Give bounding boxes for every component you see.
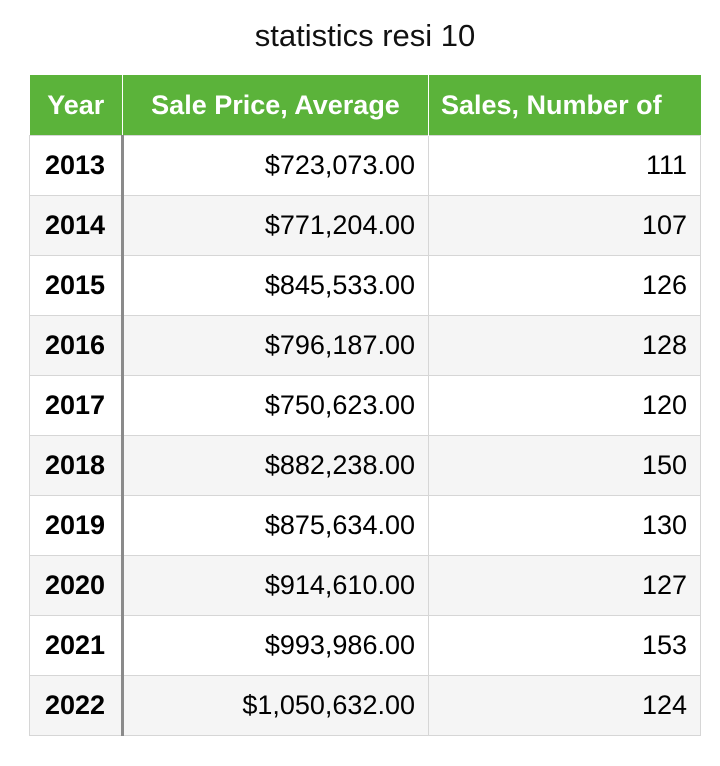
column-header-sale-price-average: Sale Price, Average	[122, 75, 429, 136]
year-cell: 2020	[29, 555, 124, 616]
sales-count-cell: 153	[428, 615, 701, 676]
sales-count-cell: 130	[428, 495, 701, 556]
sale-price-cell: $875,634.00	[122, 495, 429, 556]
table-title: statistics resi 10	[254, 18, 476, 53]
year-cell: 2017	[29, 375, 124, 436]
sale-price-cell: $750,623.00	[122, 375, 429, 436]
year-cell: 2014	[29, 195, 124, 256]
table-row: 2019 $875,634.00 130	[29, 495, 701, 556]
sales-count-cell: 120	[428, 375, 701, 436]
header-row: Year Sale Price, Average Sales, Number o…	[29, 75, 701, 136]
sale-price-cell: $845,533.00	[122, 255, 429, 316]
table-row: 2014 $771,204.00 107	[29, 195, 701, 256]
sales-count-cell: 128	[428, 315, 701, 376]
year-cell: 2018	[29, 435, 124, 496]
sale-price-cell: $914,610.00	[122, 555, 429, 616]
table-body: 2013 $723,073.00 111 2014 $771,204.00 107 2015…	[29, 135, 701, 736]
column-header-year: Year	[29, 75, 123, 136]
table-row: 2022 $1,050,632.00 124	[29, 675, 701, 736]
sales-count-cell: 127	[428, 555, 701, 616]
sales-count-cell: 126	[428, 255, 701, 316]
year-cell: 2019	[29, 495, 124, 556]
sales-count-cell: 124	[428, 675, 701, 736]
statistics-table: Year Sale Price, Average Sales, Number o…	[29, 75, 701, 736]
table-row: 2013 $723,073.00 111	[29, 135, 701, 196]
year-cell: 2021	[29, 615, 124, 676]
sales-count-cell: 111	[428, 135, 701, 196]
table-row: 2021 $993,986.00 153	[29, 615, 701, 676]
sale-price-cell: $771,204.00	[122, 195, 429, 256]
year-cell: 2013	[29, 135, 124, 196]
sales-count-cell: 107	[428, 195, 701, 256]
sale-price-cell: $882,238.00	[122, 435, 429, 496]
table-row: 2015 $845,533.00 126	[29, 255, 701, 316]
sale-price-cell: $796,187.00	[122, 315, 429, 376]
sale-price-cell: $723,073.00	[122, 135, 429, 196]
sales-count-cell: 150	[428, 435, 701, 496]
sale-price-cell: $993,986.00	[122, 615, 429, 676]
year-cell: 2015	[29, 255, 124, 316]
column-header-sales-number: Sales, Number of	[428, 75, 701, 136]
table-row: 2016 $796,187.00 128	[29, 315, 701, 376]
year-cell: 2016	[29, 315, 124, 376]
table-row: 2018 $882,238.00 150	[29, 435, 701, 496]
table-row: 2017 $750,623.00 120	[29, 375, 701, 436]
year-cell: 2022	[29, 675, 124, 736]
table-row: 2020 $914,610.00 127	[29, 555, 701, 616]
sale-price-cell: $1,050,632.00	[122, 675, 429, 736]
